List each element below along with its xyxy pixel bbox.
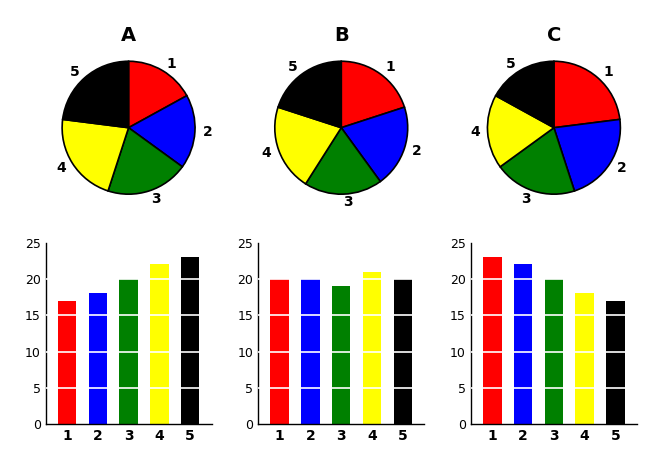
Wedge shape bbox=[496, 61, 554, 128]
Text: 3: 3 bbox=[521, 192, 531, 206]
Text: 3: 3 bbox=[151, 192, 161, 206]
Wedge shape bbox=[62, 61, 129, 128]
Title: A: A bbox=[121, 26, 136, 45]
Text: 5: 5 bbox=[70, 65, 79, 79]
Wedge shape bbox=[488, 96, 554, 167]
Text: 1: 1 bbox=[603, 65, 613, 79]
Text: 3: 3 bbox=[344, 195, 353, 209]
Text: 5: 5 bbox=[506, 57, 516, 71]
Wedge shape bbox=[306, 128, 380, 194]
Bar bbox=[545, 279, 563, 424]
Text: 2: 2 bbox=[203, 125, 213, 139]
Text: 1: 1 bbox=[166, 57, 176, 71]
Bar bbox=[120, 279, 138, 424]
Wedge shape bbox=[500, 128, 575, 194]
Wedge shape bbox=[275, 107, 341, 184]
Wedge shape bbox=[341, 61, 404, 128]
Bar bbox=[514, 265, 532, 424]
Bar bbox=[332, 286, 350, 424]
Wedge shape bbox=[341, 107, 408, 181]
Text: 5: 5 bbox=[288, 61, 298, 75]
Wedge shape bbox=[554, 119, 620, 191]
Bar bbox=[393, 279, 412, 424]
Bar bbox=[58, 301, 76, 424]
Bar bbox=[270, 279, 289, 424]
Title: B: B bbox=[334, 26, 348, 45]
Bar bbox=[150, 265, 168, 424]
Bar bbox=[575, 294, 594, 424]
Bar bbox=[483, 257, 502, 424]
Bar bbox=[606, 301, 625, 424]
Text: 4: 4 bbox=[56, 161, 66, 175]
Text: 2: 2 bbox=[412, 144, 422, 158]
Bar bbox=[363, 272, 382, 424]
Wedge shape bbox=[129, 96, 195, 167]
Title: C: C bbox=[547, 26, 561, 45]
Wedge shape bbox=[278, 61, 341, 128]
Wedge shape bbox=[554, 61, 620, 128]
Text: 2: 2 bbox=[617, 161, 627, 175]
Wedge shape bbox=[62, 119, 129, 191]
Text: 4: 4 bbox=[261, 146, 271, 160]
Bar bbox=[181, 257, 200, 424]
Text: 1: 1 bbox=[385, 61, 395, 75]
Bar bbox=[301, 279, 320, 424]
Wedge shape bbox=[108, 128, 183, 194]
Bar bbox=[88, 294, 107, 424]
Wedge shape bbox=[129, 61, 187, 128]
Text: 4: 4 bbox=[470, 125, 480, 139]
